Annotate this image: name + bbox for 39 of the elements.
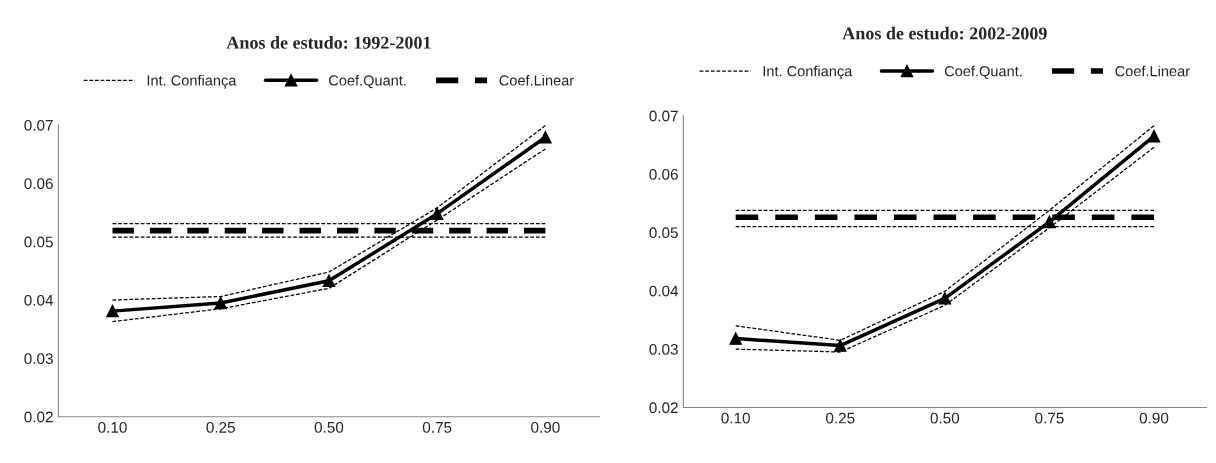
point — [539, 131, 552, 144]
point — [1147, 129, 1161, 143]
x-tick-label: 0.25 — [206, 421, 235, 433]
y-tick-label: 0.03 — [24, 353, 53, 365]
x-tick-label: 0.75 — [1035, 412, 1064, 424]
y-tick-label: 0.03 — [649, 343, 678, 355]
legend-label: Coef.Linear — [1115, 65, 1190, 77]
y-tick-label: 0.07 — [649, 110, 678, 122]
legend-label: Coef.Linear — [499, 74, 574, 86]
y-tick-label: 0.07 — [24, 119, 53, 131]
point — [729, 332, 742, 345]
point — [322, 274, 336, 288]
y-tick-label: 0.04 — [24, 294, 54, 306]
legend-label: Int. Confiança — [147, 74, 237, 89]
chart-title: Anos de estudo: 2002-2009 — [842, 26, 1047, 40]
legend-label: Coef.Quant. — [329, 74, 406, 89]
y-tick-label: 0.02 — [24, 411, 53, 423]
x-tick-label: 0.50 — [930, 412, 960, 424]
x-tick-label: 0.75 — [422, 421, 452, 433]
x-tick-label: 0.10 — [721, 412, 750, 424]
y-tick-label: 0.05 — [649, 227, 678, 239]
y-tick-label: 0.06 — [649, 168, 678, 180]
legend-label: Int. Confiança — [763, 65, 853, 80]
point — [430, 207, 444, 220]
x-tick-label: 0.90 — [1139, 412, 1169, 424]
point — [938, 292, 952, 305]
x-tick-label: 0.25 — [825, 412, 855, 424]
x-tick-label: 0.50 — [314, 421, 344, 433]
chart-title: Anos de estudo: 1992-2001 — [226, 36, 431, 49]
point — [106, 304, 119, 318]
y-tick-label: 0.04 — [649, 285, 679, 297]
point — [834, 339, 847, 352]
y-tick-label: 0.05 — [24, 236, 53, 248]
x-tick-label: 0.10 — [98, 421, 127, 433]
x-tick-label: 0.90 — [531, 421, 560, 433]
point — [214, 296, 227, 310]
y-tick-label: 0.02 — [649, 402, 678, 414]
y-tick-label: 0.06 — [24, 178, 53, 190]
legend-label: Coef.Quant. — [944, 65, 1022, 79]
